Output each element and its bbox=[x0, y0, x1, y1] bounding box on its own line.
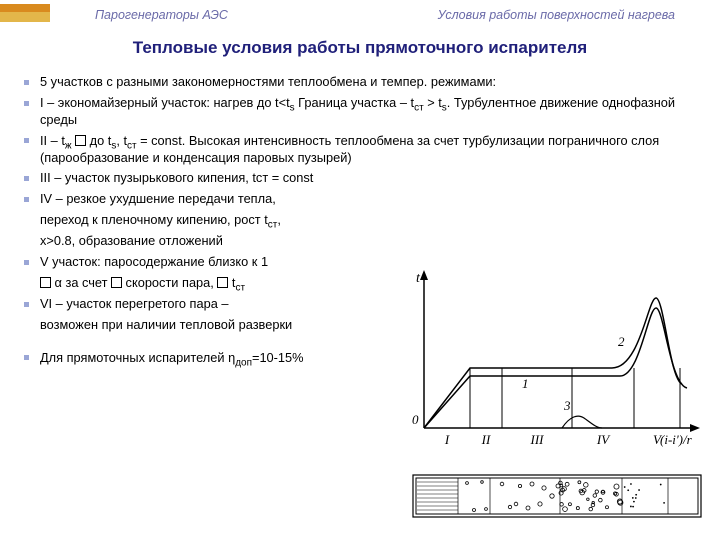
bullet-3: III – участок пузырькового кипения, tст … bbox=[24, 170, 696, 187]
bullet-7: Для прямоточных испарителей ηдоп=10-15% bbox=[24, 350, 420, 367]
bullet-4a: переход к пленочному кипению, рост tст, bbox=[24, 212, 420, 229]
svg-text:I: I bbox=[444, 432, 450, 447]
svg-text:t: t bbox=[416, 271, 421, 286]
header-right: Условия работы поверхностей нагрева bbox=[438, 8, 675, 22]
svg-text:0: 0 bbox=[412, 412, 419, 427]
bullet-4: IV – резкое ухудшение передачи тепла, bbox=[24, 191, 420, 208]
svg-text:III: III bbox=[530, 432, 545, 447]
bullet-6a: возможен при наличии тепловой разверки bbox=[24, 317, 420, 334]
chart-svg: t0(i-i')/rIIIIIIIVV123 bbox=[412, 268, 702, 448]
tube-svg bbox=[412, 474, 702, 518]
page-title: Тепловые условия работы прямоточного исп… bbox=[0, 38, 720, 58]
bullet-2: II – tж до ts, tст = const. Высокая инте… bbox=[24, 133, 696, 167]
bullet-1: I – экономайзерный участок: нагрев до t<… bbox=[24, 95, 696, 129]
bullet-0: 5 участков с разными закономерностями те… bbox=[24, 74, 696, 91]
bullet-4b: x>0.8, образование отложений bbox=[24, 233, 420, 250]
svg-text:IV: IV bbox=[596, 432, 611, 447]
svg-text:II: II bbox=[481, 432, 491, 447]
accent-top bbox=[0, 4, 50, 12]
svg-text:3: 3 bbox=[563, 398, 571, 413]
tube-figure bbox=[412, 474, 702, 518]
chart-figure: t0(i-i')/rIIIIIIIVV123 bbox=[412, 268, 702, 448]
accent-bot bbox=[0, 12, 50, 22]
svg-text:(i-i')/r: (i-i')/r bbox=[660, 432, 693, 447]
svg-text:2: 2 bbox=[618, 334, 625, 349]
header-left: Парогенераторы АЭС bbox=[95, 8, 228, 22]
svg-text:1: 1 bbox=[522, 376, 529, 391]
accent-bar bbox=[0, 4, 50, 22]
bullet-5a: α за счет скорости пара, tст bbox=[24, 275, 420, 292]
bullet-6: VI – участок перегретого пара – bbox=[24, 296, 420, 313]
bullet-5: V участок: паросодержание близко к 1 bbox=[24, 254, 420, 271]
